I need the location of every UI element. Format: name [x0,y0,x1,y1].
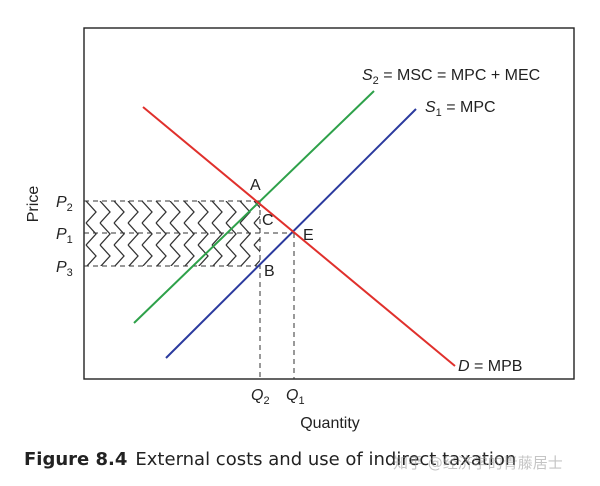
demand-label: D = MPB [458,358,522,375]
q2-label: Q2 [251,387,270,407]
point-c-label: C [262,212,274,229]
point-b-label: B [264,263,275,280]
s2-label: S2 = MSC = MPC + MEC [362,67,540,87]
p2-label: P2 [56,194,73,214]
figure-caption: Figure 8.4 External costs and use of indi… [24,449,516,470]
point-a-label: A [250,177,261,194]
p1-label: P1 [56,226,73,246]
externality-diagram: S2 = MSC = MPC + MEC S1 = MPC D = MPB A … [25,27,575,432]
figure-title: External costs and use of indirect taxat… [135,449,517,470]
s1-label: S1 = MPC [425,99,496,119]
y-axis-title: Price [25,186,42,223]
tax-revenue-area [84,201,260,266]
point-e-label: E [303,227,314,244]
p3-label: P3 [56,259,73,279]
s1-curve [165,108,417,359]
guide-lines [84,200,295,379]
q1-label: Q1 [286,387,305,407]
demand-curve [142,106,456,367]
figure-number: Figure 8.4 [24,449,128,470]
watermark: 知乎 @经济学的青藤居士 [393,454,563,472]
s2-curve [133,90,375,324]
x-axis-title: Quantity [300,415,360,432]
